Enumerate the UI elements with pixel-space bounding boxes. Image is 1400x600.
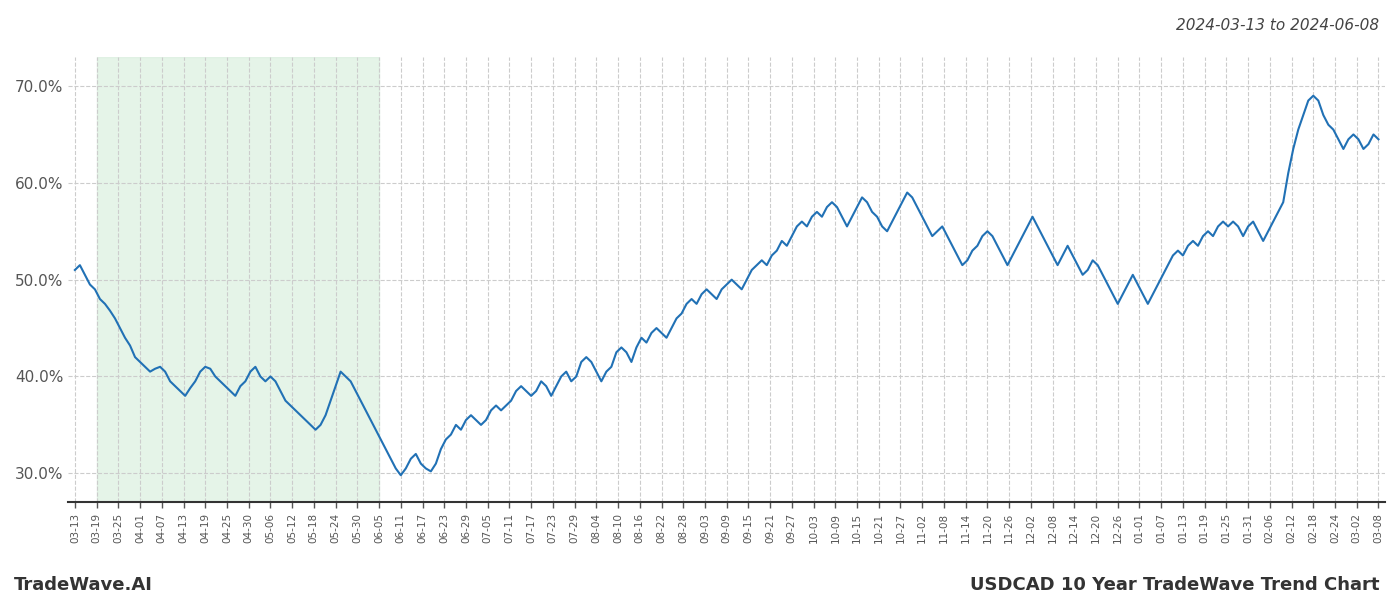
Bar bbox=[97, 57, 379, 502]
Text: USDCAD 10 Year TradeWave Trend Chart: USDCAD 10 Year TradeWave Trend Chart bbox=[969, 576, 1379, 594]
Text: TradeWave.AI: TradeWave.AI bbox=[14, 576, 153, 594]
Text: 2024-03-13 to 2024-06-08: 2024-03-13 to 2024-06-08 bbox=[1176, 18, 1379, 33]
